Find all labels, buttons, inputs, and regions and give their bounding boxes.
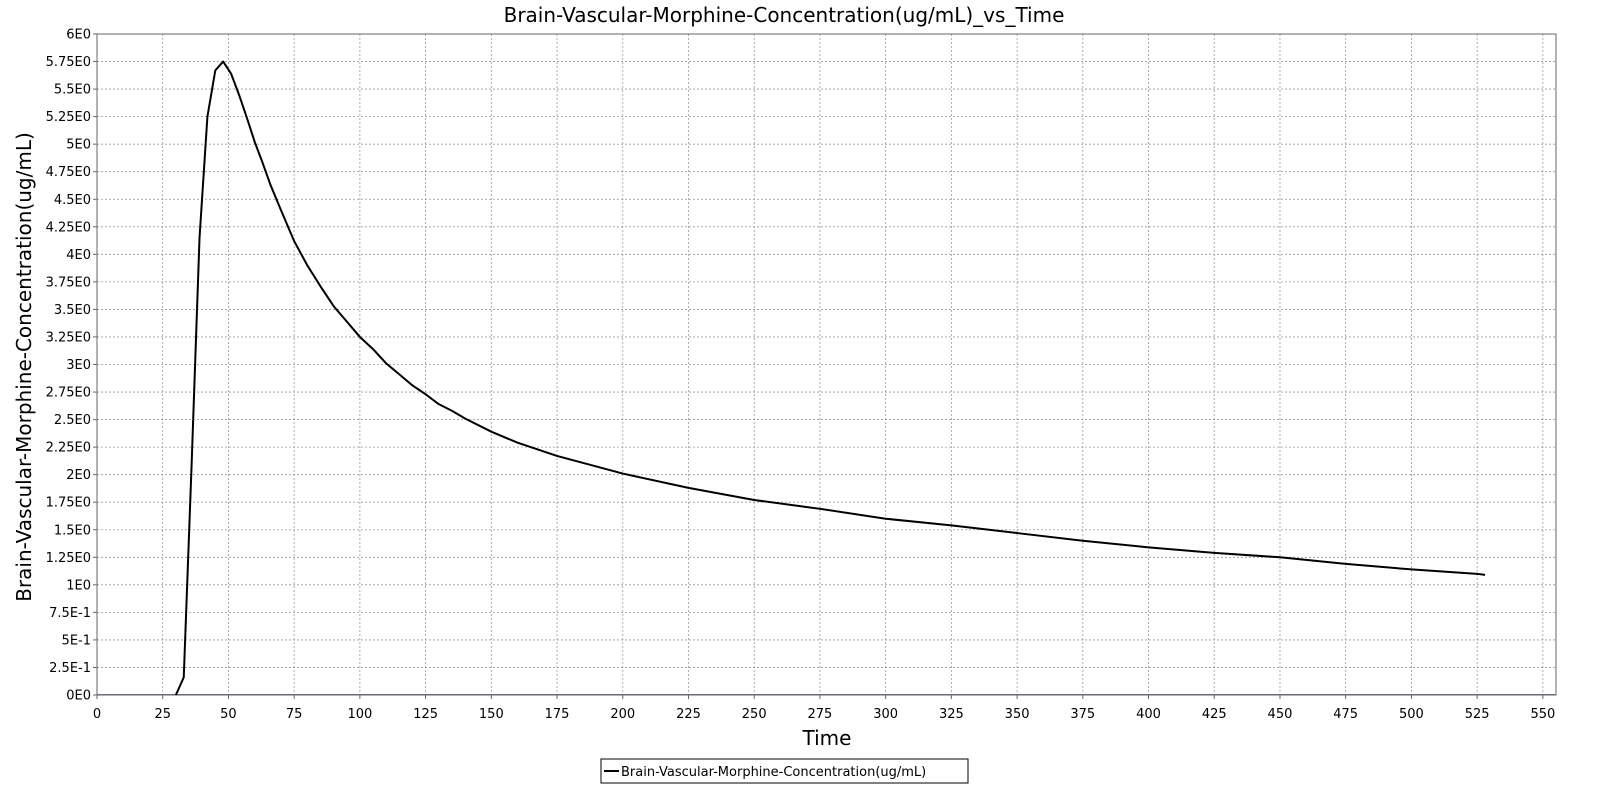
- x-tick-label: 375: [1070, 707, 1095, 722]
- x-tick-label: 25: [154, 707, 171, 722]
- y-tick-label: 4.5E0: [54, 193, 91, 208]
- x-tick-label: 75: [286, 707, 303, 722]
- legend-box: [600, 758, 969, 784]
- y-tick-label: 7.5E-1: [49, 606, 91, 621]
- y-tick-label: 0E0: [66, 689, 91, 704]
- x-tick-label: 300: [873, 707, 898, 722]
- y-tick-label: 3E0: [66, 358, 91, 373]
- y-tick-label: 5.5E0: [54, 83, 91, 98]
- y-tick-label: 5E0: [66, 138, 91, 153]
- y-tick-label: 1.75E0: [46, 496, 91, 511]
- y-tick-label: 5E-1: [62, 633, 91, 648]
- x-tick-label: 475: [1333, 707, 1358, 722]
- y-tick-label: 3.5E0: [54, 303, 91, 318]
- y-axis-title: Brain-Vascular-Morphine-Concentration(ug…: [12, 132, 36, 602]
- legend-label: Brain-Vascular-Morphine-Concentration(ug…: [621, 765, 926, 780]
- y-tick-label: 2.5E-1: [49, 661, 91, 676]
- x-tick-label: 275: [808, 707, 833, 722]
- y-tick-label: 2E0: [66, 468, 91, 483]
- y-tick-label: 4E0: [66, 248, 91, 263]
- x-tick-label: 250: [742, 707, 767, 722]
- x-tick-label: 400: [1136, 707, 1161, 722]
- y-tick-label: 1E0: [66, 578, 91, 593]
- y-tick-label: 3.25E0: [46, 330, 91, 345]
- y-tick-label: 4.75E0: [46, 165, 91, 180]
- series-line: [174, 60, 1486, 696]
- x-tick-label: 525: [1465, 707, 1490, 722]
- x-tick-label: 425: [1202, 707, 1227, 722]
- y-tick-label: 4.25E0: [46, 220, 91, 235]
- x-tick-label: 350: [1005, 707, 1030, 722]
- x-tick-label: 550: [1530, 707, 1555, 722]
- x-tick-label: 450: [1268, 707, 1293, 722]
- legend: Brain-Vascular-Morphine-Concentration(ug…: [600, 758, 969, 784]
- x-tick-label: 50: [220, 707, 237, 722]
- chart-title: Brain-Vascular-Morphine-Concentration(ug…: [504, 3, 1065, 27]
- x-tick-label: 100: [347, 707, 372, 722]
- grid: [96, 33, 1556, 696]
- x-axis-title: Time: [802, 726, 852, 750]
- x-tick-label: 0: [93, 707, 101, 722]
- y-tick-label: 5.75E0: [46, 55, 91, 70]
- x-tick-label: 150: [479, 707, 504, 722]
- y-tick-label: 1.25E0: [46, 551, 91, 566]
- y-tick-label: 5.25E0: [46, 110, 91, 125]
- y-tick-label: 1.5E0: [54, 523, 91, 538]
- x-tick-label: 175: [545, 707, 570, 722]
- series-layer: [174, 60, 1486, 696]
- y-tick-label: 2.75E0: [46, 386, 91, 401]
- x-tick-label: 200: [610, 707, 635, 722]
- y-tick-label: 2.25E0: [46, 441, 91, 456]
- x-tick-label: 325: [939, 707, 964, 722]
- y-tick-label: 6E0: [66, 28, 91, 43]
- y-tick-label: 3.75E0: [46, 275, 91, 290]
- x-tick-label: 500: [1399, 707, 1424, 722]
- x-axis: 0 25 50 75 100 125 150 175 200 225 250 275 300 325 350…: [93, 695, 1555, 722]
- y-axis: 0E0 2.5E-1 5E-1 7.5E-1 1E0 1.25E0 1.5E0 1.75E0 2…: [46, 28, 97, 704]
- x-tick-label: 225: [676, 707, 701, 722]
- x-tick-label: 125: [413, 707, 438, 722]
- y-tick-label: 2.5E0: [54, 413, 91, 428]
